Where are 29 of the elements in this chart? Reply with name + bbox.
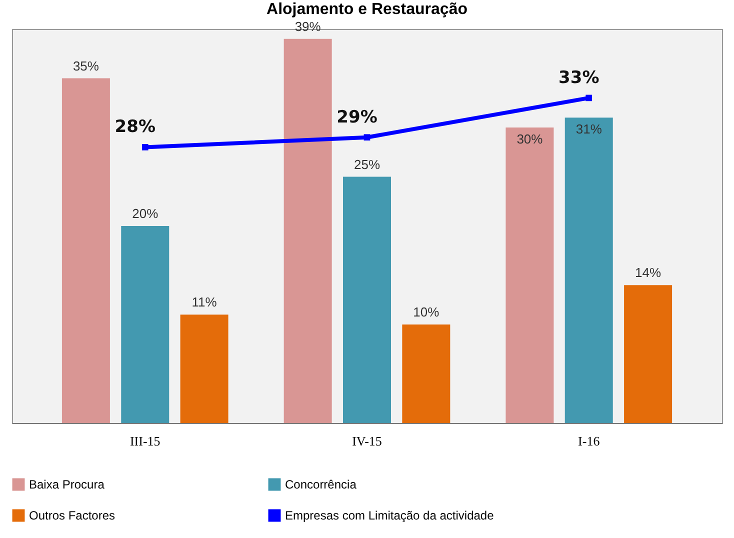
bar: [180, 314, 228, 423]
data-label: 11%: [192, 294, 218, 310]
bar: [343, 176, 391, 423]
x-tick-label: III-15: [130, 434, 160, 448]
data-label: 35%: [72, 58, 100, 74]
data-label: 33%: [558, 68, 600, 88]
data-label: 14%: [635, 265, 662, 280]
legend-label: Outros Factores: [29, 508, 116, 522]
bar: [564, 118, 613, 423]
data-label: 29%: [336, 107, 378, 128]
chart-title: Alojamento e Restauração: [266, 0, 468, 18]
bar: [402, 324, 450, 423]
bar: [284, 38, 332, 423]
legend-label: Baixa Procura: [29, 478, 105, 492]
data-label: 28%: [114, 117, 156, 138]
legend-label: Empresas com Limitação da actividade: [285, 508, 494, 522]
bar: [62, 78, 110, 423]
legend-label: Concorrência: [285, 478, 357, 492]
data-label: 20%: [132, 206, 159, 221]
data-label: 25%: [354, 156, 380, 172]
data-label: 10%: [413, 304, 440, 320]
x-tick-label: I-16: [578, 434, 600, 448]
data-label: 31%: [576, 122, 602, 137]
bar: [121, 226, 170, 423]
bar: [506, 128, 554, 423]
x-tick-label: IV-15: [352, 434, 382, 448]
data-label: 39%: [294, 18, 322, 34]
bar: [624, 285, 672, 423]
data-label: 30%: [516, 132, 544, 146]
